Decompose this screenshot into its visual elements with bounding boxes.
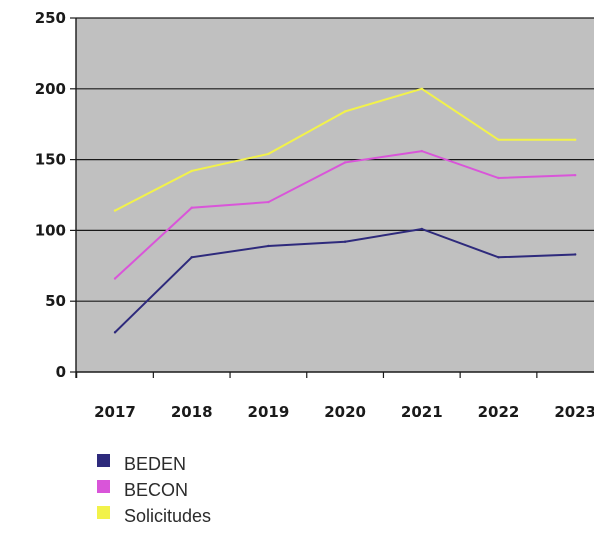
- y-tick-label: 100: [35, 221, 66, 239]
- legend-label: BECON: [124, 479, 189, 500]
- legend-swatch: [97, 505, 110, 519]
- x-tick-label: 2018: [171, 403, 213, 421]
- x-tick-label: 2023: [554, 403, 594, 421]
- data-point-becon: [113, 277, 117, 280]
- data-point-solicitudes: [497, 138, 500, 141]
- data-point-solicitudes: [190, 169, 193, 173]
- data-point-beden: [343, 240, 347, 243]
- line-chart: 0 50 100 150 200 250 2017 2018 2019 2020 2021 2022…: [35, 9, 594, 421]
- x-tick-label: 2021: [401, 403, 443, 421]
- legend-swatch: [97, 453, 110, 467]
- y-tick-label: 50: [45, 292, 66, 310]
- x-tick-label: 2019: [248, 403, 290, 421]
- legend-item-beden: BEDEN: [97, 452, 211, 476]
- legend-label: BEDEN: [124, 453, 187, 474]
- legend-item-solicitudes: Solicitudes: [97, 504, 211, 528]
- axes: [70, 17, 594, 378]
- series-lines: [113, 87, 577, 334]
- data-point-becon: [343, 161, 347, 164]
- data-point-becon: [267, 200, 270, 204]
- x-tick-label: 2022: [478, 403, 520, 421]
- data-point-beden: [497, 256, 500, 259]
- data-point-beden: [267, 244, 270, 248]
- legend: BEDEN BECON Solicitudes: [97, 452, 211, 530]
- x-tick-label: 2020: [324, 403, 366, 421]
- y-tick-label: 150: [35, 151, 66, 169]
- legend-label: Solicitudes: [124, 505, 212, 526]
- y-axis-tick-labels: 0 50 100 150 200 250: [35, 9, 66, 381]
- data-point-becon: [190, 206, 193, 209]
- data-point-becon: [420, 149, 423, 153]
- data-point-beden: [190, 256, 193, 259]
- plot-area: [76, 18, 594, 372]
- y-tick-label: 250: [35, 9, 66, 27]
- data-point-solicitudes: [574, 138, 577, 141]
- y-tick-label: 0: [56, 363, 66, 381]
- gridlines: [76, 17, 594, 302]
- data-point-becon: [574, 173, 577, 177]
- legend-item-becon: BECON: [97, 478, 211, 502]
- data-point-beden: [574, 253, 577, 256]
- data-point-solicitudes: [267, 152, 270, 156]
- y-tick-label: 200: [35, 80, 66, 98]
- data-point-solicitudes: [343, 110, 347, 113]
- data-point-solicitudes: [113, 209, 117, 212]
- x-tick-label: 2017: [94, 403, 136, 421]
- x-axis-tick-labels: 2017 2018 2019 2020 2021 2022 2023: [94, 403, 594, 421]
- data-point-solicitudes: [420, 87, 423, 91]
- data-point-beden: [113, 331, 117, 334]
- data-point-beden: [420, 227, 423, 231]
- data-point-becon: [497, 176, 500, 180]
- legend-swatch: [97, 479, 110, 493]
